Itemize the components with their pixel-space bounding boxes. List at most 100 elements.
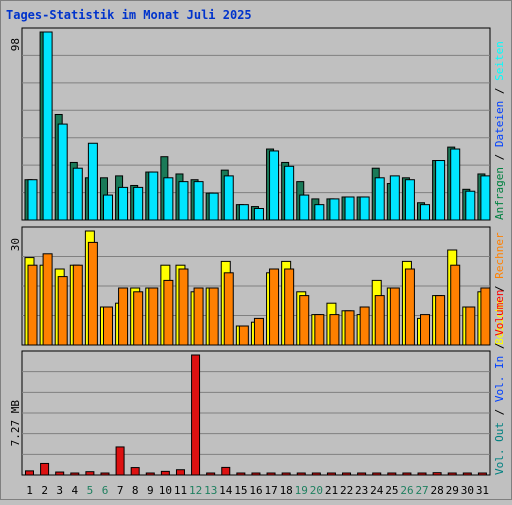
bar-volumen-day-12 <box>191 354 201 476</box>
bar-seiten-day-21 <box>329 198 340 221</box>
bar-volumen-day-26 <box>402 472 412 476</box>
bar-rechner-day-10 <box>163 279 174 346</box>
bar-seiten-day-24 <box>374 177 385 221</box>
bar-volumen-day-20 <box>311 472 321 476</box>
bar-volumen-day-6 <box>100 472 110 476</box>
bar-seiten-day-12 <box>193 181 204 221</box>
x-tick-label-4: 4 <box>72 484 79 497</box>
bar-rechner-day-8 <box>133 291 144 346</box>
x-tick-label-28: 28 <box>431 484 444 497</box>
legend-separator: / <box>493 81 506 101</box>
bar-rechner-day-28 <box>435 295 446 346</box>
chart-title: Tages-Statistik im Monat Juli 2025 <box>6 8 252 22</box>
legend-panel-3: Vol. Out / Vol. In / Volumen <box>493 290 506 475</box>
x-tick-label-25: 25 <box>385 484 398 497</box>
bar-volumen-day-1 <box>25 470 34 476</box>
x-tick-label-1: 1 <box>26 484 33 497</box>
legend-item-besuche: Besuche <box>493 299 506 345</box>
bar-volumen-day-18 <box>281 472 291 476</box>
bar-rechner-day-16 <box>253 317 264 346</box>
x-tick-label-13: 13 <box>204 484 217 497</box>
x-tick-label-24: 24 <box>370 484 384 497</box>
bar-rechner-day-23 <box>359 306 370 346</box>
bar-seiten-day-23 <box>359 196 370 221</box>
bar-seiten-day-16 <box>253 207 264 221</box>
bar-seiten-day-31 <box>480 175 491 221</box>
bar-rechner-day-18 <box>284 268 295 346</box>
x-tick-label-17: 17 <box>264 484 277 497</box>
bar-seiten-day-27 <box>420 204 431 221</box>
bar-volumen-day-22 <box>342 472 352 476</box>
x-tick-label-15: 15 <box>234 484 247 497</box>
legend-panel-1: Anfragen / Dateien / Seiten <box>493 41 506 220</box>
x-tick-label-22: 22 <box>340 484 353 497</box>
legend-separator: / <box>493 279 506 299</box>
bar-volumen-day-11 <box>175 469 185 476</box>
bar-seiten-day-22 <box>344 196 355 221</box>
x-tick-label-19: 19 <box>295 484 308 497</box>
legend-item-volumen: Volumen <box>493 290 506 336</box>
bar-volumen-day-7 <box>115 446 125 476</box>
bar-seiten-day-13 <box>208 192 219 221</box>
x-tick-label-20: 20 <box>310 484 323 497</box>
bar-volumen-day-3 <box>55 471 65 476</box>
bar-rechner-day-4 <box>72 264 83 346</box>
bar-rechner-day-22 <box>344 310 355 346</box>
bar-seiten-day-17 <box>269 150 280 221</box>
bar-rechner-day-13 <box>208 287 219 346</box>
x-tick-label-7: 7 <box>117 484 124 497</box>
x-tick-label-23: 23 <box>355 484 368 497</box>
bar-volumen-day-21 <box>326 472 336 476</box>
bar-volumen-day-2 <box>40 462 50 476</box>
x-tick-label-10: 10 <box>159 484 172 497</box>
panel3-ymax-label: 7.27 MB <box>9 400 22 447</box>
bar-rechner-day-5 <box>87 241 98 346</box>
bar-rechner-day-9 <box>148 287 159 346</box>
bar-rechner-day-20 <box>314 314 325 346</box>
bar-rechner-day-2 <box>42 253 53 346</box>
x-tick-label-16: 16 <box>249 484 262 497</box>
bar-seiten-day-9 <box>148 171 159 221</box>
bar-volumen-day-24 <box>372 472 382 476</box>
bar-rechner-day-15 <box>238 325 249 346</box>
bar-volumen-day-13 <box>206 472 216 476</box>
bar-rechner-day-27 <box>420 314 431 346</box>
bar-rechner-day-19 <box>299 295 310 346</box>
legend-panel-2: Besuche / Rechner <box>493 232 506 345</box>
bar-volumen-day-4 <box>70 472 80 476</box>
bar-seiten-day-3 <box>57 123 68 221</box>
panel-3 <box>21 350 491 476</box>
bar-rechner-day-7 <box>118 287 129 346</box>
bar-seiten-day-4 <box>72 167 83 221</box>
x-tick-label-21: 21 <box>325 484 338 497</box>
bar-seiten-day-5 <box>87 142 98 221</box>
x-tick-label-3: 3 <box>56 484 63 497</box>
bar-volumen-day-17 <box>266 472 276 476</box>
bar-volumen-day-9 <box>145 472 155 476</box>
bar-rechner-day-31 <box>480 287 491 346</box>
bar-rechner-day-21 <box>329 314 340 346</box>
bar-rechner-day-17 <box>269 268 280 346</box>
panel-2 <box>21 226 491 346</box>
bar-seiten-day-1 <box>27 179 38 221</box>
bar-seiten-day-26 <box>404 179 415 221</box>
bar-volumen-day-14 <box>221 466 231 476</box>
bar-volumen-day-30 <box>462 472 472 476</box>
bar-seiten-day-2 <box>42 31 53 221</box>
bar-seiten-day-6 <box>102 194 113 221</box>
x-tick-label-2: 2 <box>41 484 48 497</box>
bar-seiten-day-15 <box>238 204 249 221</box>
bar-seiten-day-7 <box>118 186 129 221</box>
legend-item-rechner: Rechner <box>493 232 506 279</box>
bar-volumen-day-23 <box>357 472 367 476</box>
bar-seiten-day-19 <box>299 194 310 221</box>
bar-rechner-day-11 <box>178 268 189 346</box>
legend-item-vol-out: Vol. Out <box>493 422 506 475</box>
bar-rechner-day-1 <box>27 264 38 346</box>
bar-volumen-day-15 <box>236 472 246 476</box>
bar-rechner-day-3 <box>57 276 68 346</box>
legend-separator: / <box>493 147 506 167</box>
panel-1 <box>21 27 491 221</box>
x-tick-label-26: 26 <box>400 484 413 497</box>
